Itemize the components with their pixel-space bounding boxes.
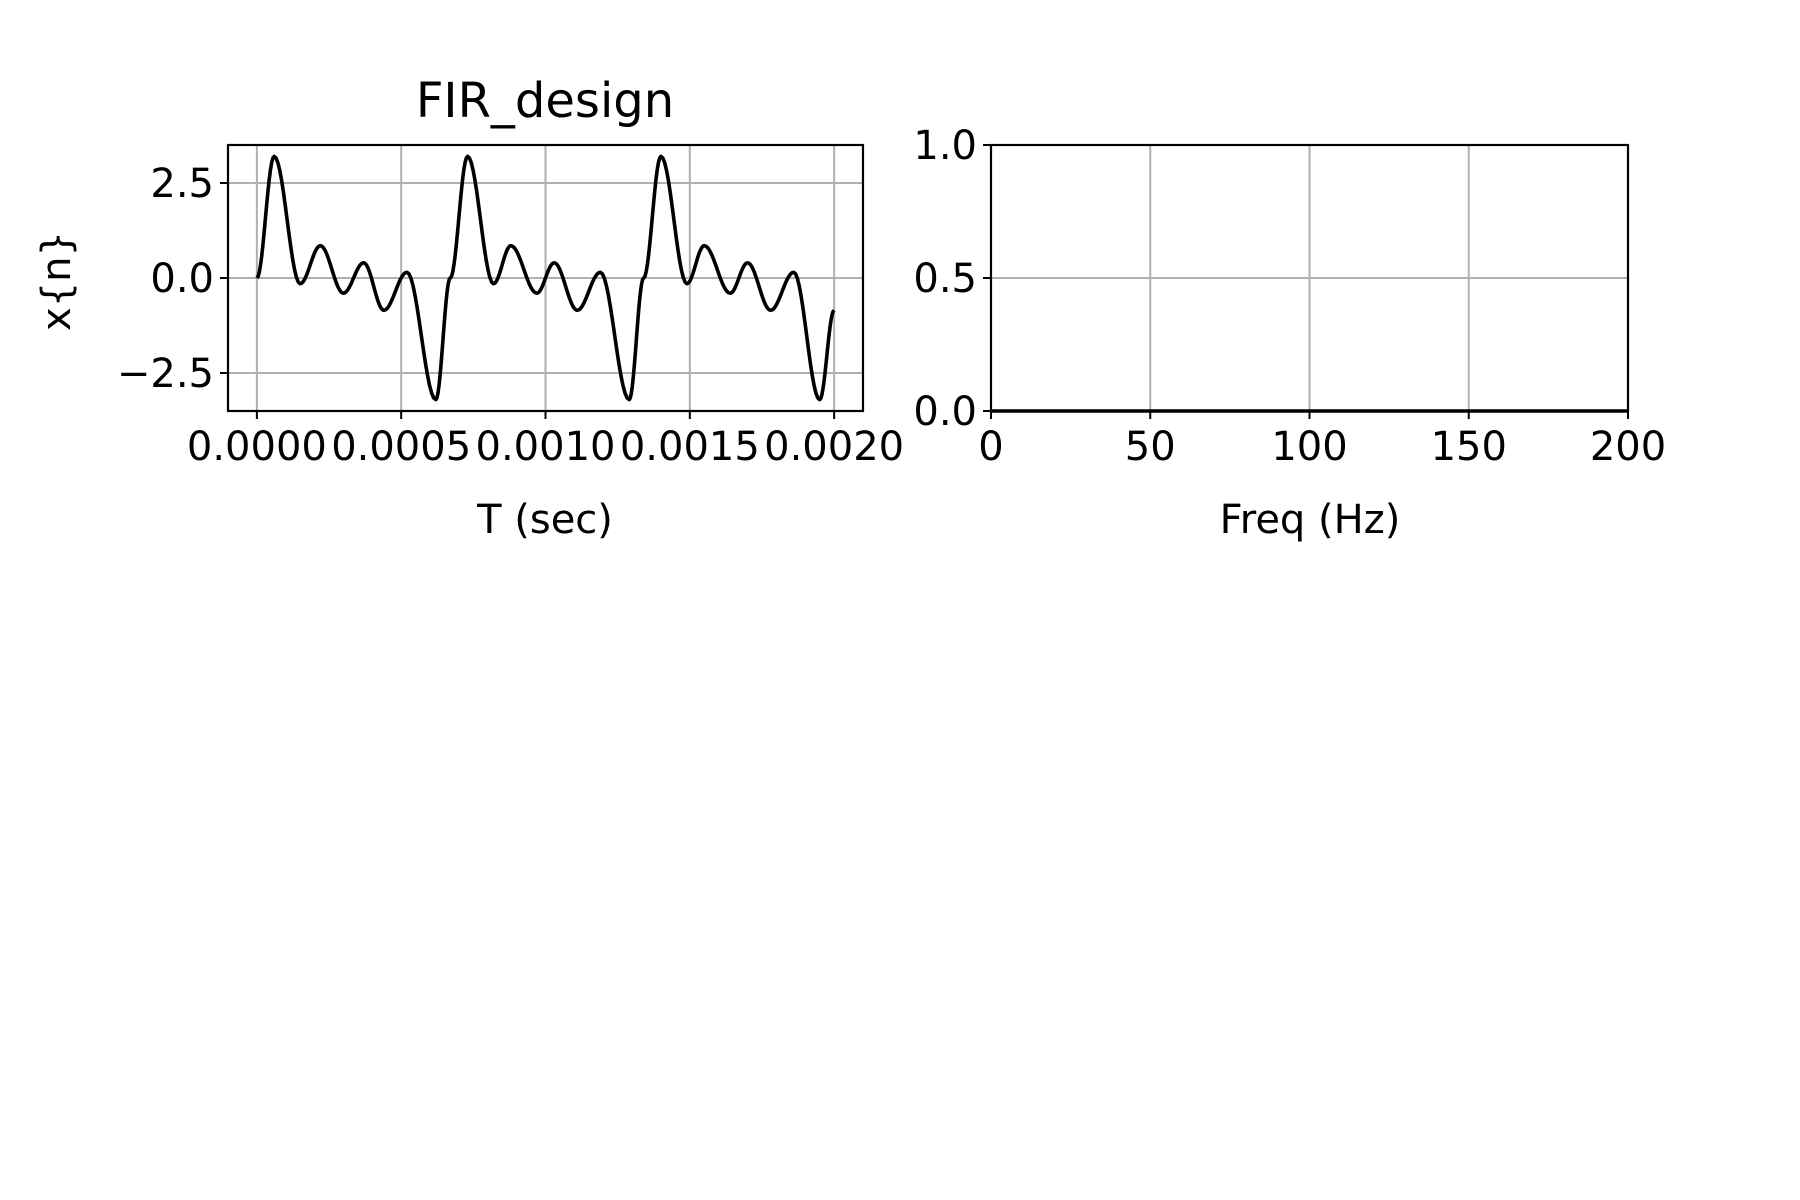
y-axis-label: x{n} [34, 231, 80, 331]
x-tick-label: 0.0015 [620, 424, 760, 470]
x-tick-label: 0.0020 [764, 424, 904, 470]
time-domain-chart: FIR_design T (sec) x{n} 0.0000 0.0005 0.00… [34, 73, 904, 543]
x-axis-label: T (sec) [476, 497, 613, 543]
x-tick-label: 100 [1271, 424, 1347, 470]
y-tick-label: 2.5 [150, 161, 214, 207]
frequency-domain-chart: Freq (Hz) 0 50 100 150 200 0.0 0.5 1.0 [913, 123, 1666, 543]
x-tick-label: 150 [1431, 424, 1507, 470]
series-line [255, 154, 836, 402]
y-tick-label: 0.5 [913, 256, 977, 302]
x-tick-label: 0.0010 [476, 424, 616, 470]
x-tick-label: 0 [978, 424, 1003, 470]
x-tick-label: 50 [1125, 424, 1176, 470]
y-tick-label: −2.5 [117, 351, 214, 397]
y-tick-label: 0.0 [150, 256, 214, 302]
x-tick-label: 0.0005 [331, 424, 471, 470]
x-axis-label: Freq (Hz) [1220, 497, 1401, 543]
chart-title: FIR_design [416, 73, 674, 129]
x-tick-label: 200 [1590, 424, 1666, 470]
y-tick-label: 0.0 [913, 389, 977, 435]
x-tick-label: 0.0000 [187, 424, 327, 470]
y-tick-label: 1.0 [913, 123, 977, 169]
